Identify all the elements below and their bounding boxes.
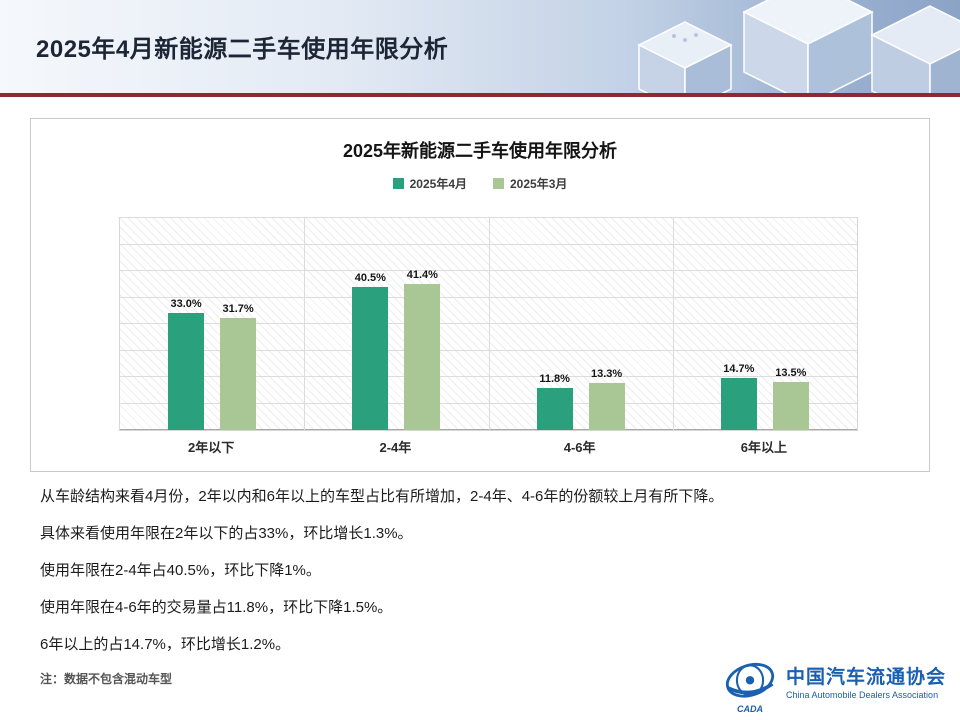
footer-logo: CADA 中国汽车流通协会 China Automobile Dealers A… [722,656,946,714]
bar [536,388,573,430]
bar-wrap: 41.4% [404,218,441,430]
legend-item: 2025年3月 [493,175,567,192]
cubes-graphic [637,0,960,93]
legend-swatch [493,178,504,189]
bar-group: 33.0% 31.7% [120,218,304,430]
cada-logo-icon: CADA [722,656,778,714]
bar [404,283,441,430]
bar [720,378,757,430]
analysis-paragraph: 6年以上的占14.7%，环比增长1.2%。 [40,636,291,653]
bar-wrap: 33.0% [168,218,205,430]
chart-title: 2025年新能源二手车使用年限分析 [342,141,618,161]
gridline-horizontal [120,217,857,218]
x-axis-category-label: 6年以上 [740,440,787,455]
legend-label: 2025年4月 [409,177,467,191]
org-name-en: China Automobile Dealers Association [785,689,939,700]
bar-value-label: 13.5% [775,367,807,380]
bar-value-label: 31.7% [222,303,254,315]
bar-wrap: 14.7% [720,218,757,430]
legend-item: 2025年4月 [392,175,467,192]
chart-box: 2025年新能源二手车使用年限分析 2025年4月 2025年3月 33.0% 31… [30,118,930,472]
bar [352,286,389,430]
chart-legend: 2025年4月 2025年3月 [31,175,929,192]
gridline-vertical [304,218,306,430]
org-name-cn: 中国汽车流通协会 [785,666,946,688]
bar-group: 14.7% 13.5% [673,218,857,430]
bar-wrap: 11.8% [536,218,573,430]
header: 2025年4月新能源二手车使用年限分析 [0,0,960,93]
bar-wrap: 13.3% [588,218,625,430]
legend-swatch [392,178,404,189]
header-divider [0,93,960,97]
page-title: 2025年4月新能源二手车使用年限分析 [36,36,449,63]
analysis-paragraph: 使用年限在2-4年占40.5%，环比下降1%。 [40,562,321,579]
bar-groups: 33.0% 31.7% 40.5% 41.4% 11.8% 13.3% 14.7% 13.5% [120,218,857,430]
bar-value-label: 41.4% [406,268,438,281]
bar-value-label: 33.0% [170,298,202,311]
org-name-block: 中国汽车流通协会 China Automobile Dealers Associ… [785,666,946,701]
bar-value-label: 11.8% [539,373,570,386]
logo-acronym: CADA [736,704,763,714]
plot-area: 33.0% 31.7% 40.5% 41.4% 11.8% 13.3% 14.7% 13.5% [119,217,858,431]
footnote: 注：数据不包含混动车型 [40,672,173,686]
legend-label: 2025年3月 [510,177,568,191]
bar-wrap: 13.5% [772,218,809,430]
bar-group: 40.5% 41.4% [304,218,488,430]
bar-wrap: 40.5% [352,218,389,430]
bar [588,383,625,430]
bar-wrap: 31.7% [220,218,257,430]
bar [168,313,205,430]
bar-value-label: 14.7% [723,363,755,376]
bar-value-label: 40.5% [354,271,386,284]
x-axis-category-label: 2年以下 [188,440,235,455]
gridline-vertical [488,218,490,430]
gridline-vertical [672,218,674,430]
bar [220,318,257,430]
analysis-paragraph: 从车龄结构来看4月份，2年以内和6年以上的车型占比有所增加，2-4年、4-6年的… [40,488,724,505]
analysis-paragraph: 使用年限在4-6年的交易量占11.8%，环比下降1.5%。 [40,599,393,616]
analysis-paragraph: 具体来看使用年限在2年以下的占33%，环比增长1.3%。 [40,525,413,542]
x-axis-category-label: 4-6年 [563,440,596,455]
bar [772,382,809,430]
x-axis-category-label: 2-4年 [379,440,412,455]
bar-value-label: 13.3% [591,368,623,381]
x-axis-labels: 2年以下 2-4年 4-6年 6年以上 [119,437,856,456]
bar-group: 11.8% 13.3% [489,218,673,430]
analysis-text: 从车龄结构来看4月份，2年以内和6年以上的车型占比有所增加，2-4年、4-6年的… [40,486,920,671]
